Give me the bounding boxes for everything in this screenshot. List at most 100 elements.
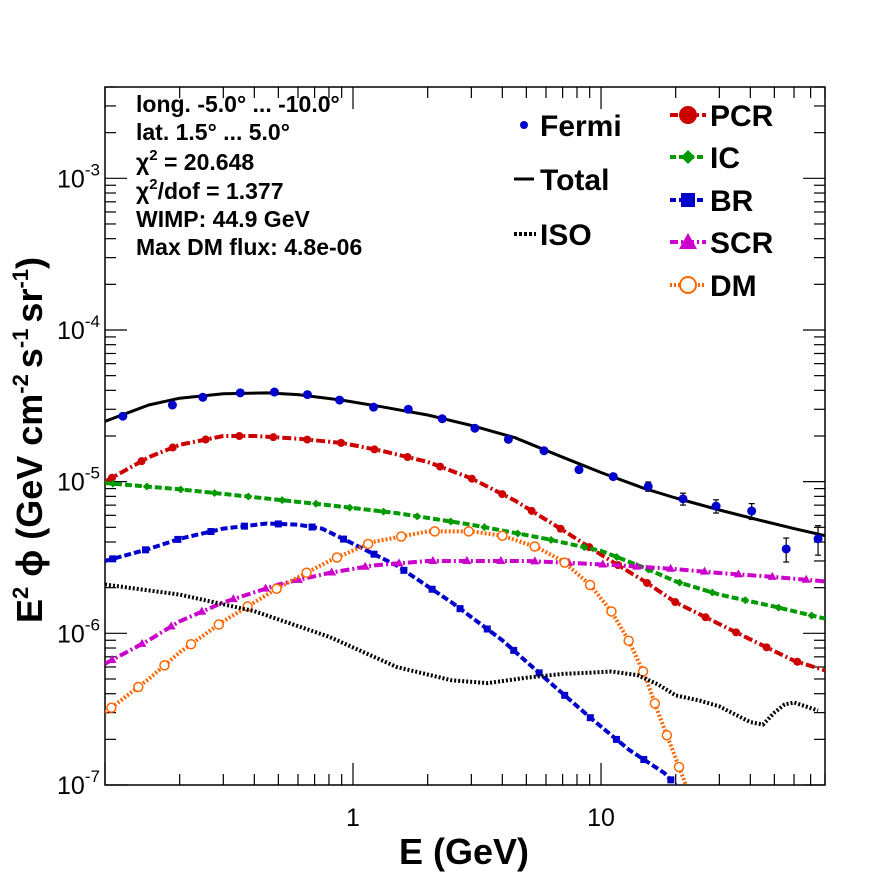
marker-br (400, 566, 408, 574)
marker-br (308, 523, 316, 531)
marker-scr (666, 563, 676, 572)
info-longitude: long. -5.0° ... -10.0° (136, 91, 340, 117)
marker-pcr (168, 443, 177, 452)
info-wimp-mass: WIMP: 44.9 GeV (136, 206, 310, 232)
x-tick-label: 10 (587, 804, 615, 832)
marker-scr (197, 606, 207, 615)
marker-br (174, 535, 182, 543)
marker-scr (801, 574, 811, 583)
marker-ic (612, 552, 621, 561)
legend-fermi-marker (520, 121, 528, 129)
marker-ic (774, 603, 783, 612)
fermi-point (437, 414, 447, 424)
fermi-point (302, 390, 312, 400)
marker-ic (413, 512, 422, 521)
marker-pcr (201, 435, 210, 444)
legend-total-label: Total (540, 164, 609, 197)
marker-dm (463, 526, 474, 537)
legend-fermi-label: Fermi (540, 110, 622, 143)
y-tick-label: 10-4 (57, 312, 100, 345)
legend-ic-label: IC (710, 142, 740, 175)
fermi-point (781, 544, 791, 554)
marker-pcr (107, 473, 116, 482)
fermi-data-points (118, 387, 823, 563)
fermi-point (269, 387, 279, 397)
marker-pcr (527, 506, 536, 515)
marker-scr (462, 555, 472, 564)
fermi-point (503, 434, 513, 444)
legend-scr-marker (679, 233, 697, 249)
marker-br (340, 535, 348, 543)
marker-dm (185, 638, 197, 650)
marker-ic (278, 496, 287, 505)
fermi-point (574, 465, 584, 475)
plot-frame (104, 86, 826, 786)
fermi-point (747, 506, 757, 516)
marker-br (456, 605, 464, 613)
marker-pcr (436, 462, 445, 471)
fermi-point (167, 400, 177, 410)
marker-br (109, 555, 117, 563)
marker-scr (327, 567, 337, 576)
marker-pcr (701, 613, 710, 622)
marker-dm (271, 583, 282, 594)
marker-br (370, 550, 378, 558)
legend-dm-label: DM (710, 270, 757, 303)
marker-dm (301, 567, 312, 579)
marker-pcr (762, 643, 771, 652)
series-layer (105, 391, 825, 785)
legend-dm-marker (679, 276, 697, 294)
marker-dm (429, 526, 440, 537)
legend-br-marker (681, 193, 695, 207)
marker-scr (632, 561, 642, 570)
fermi-point (235, 388, 245, 398)
marker-pcr (403, 453, 412, 462)
marker-dm (331, 552, 343, 563)
marker-ic (741, 596, 750, 605)
marker-br (535, 669, 543, 677)
marker-dm (606, 606, 617, 617)
marker-pcr (467, 474, 476, 483)
legend-iso-label: ISO (540, 219, 592, 252)
marker-dm (106, 702, 117, 714)
fermi-point (335, 395, 345, 405)
minor-ticks (105, 86, 826, 785)
marker-scr (261, 583, 271, 592)
marker-ic (446, 517, 455, 526)
marker-ic (210, 489, 219, 498)
marker-ic (379, 507, 388, 516)
marker-dm (213, 619, 225, 630)
marker-pcr (643, 578, 652, 587)
marker-br (141, 546, 149, 554)
marker-dm (133, 681, 144, 693)
marker-br (612, 735, 620, 743)
fermi-point (711, 501, 721, 511)
marker-pcr (732, 628, 741, 637)
legend-right: PCR IC BR SCR DM (670, 100, 774, 303)
marker-ic (345, 503, 354, 512)
series-line-ic (105, 481, 825, 621)
marker-pcr (303, 435, 312, 444)
marker-ic (142, 482, 151, 491)
tick-labels: 1 10 10-7 10-6 10-5 10-4 10-3 (57, 160, 615, 832)
marker-dm (395, 531, 407, 542)
fermi-point (369, 402, 379, 412)
major-ticks (104, 87, 825, 786)
fermi-point (539, 446, 549, 456)
info-chi2: χ2 = 20.648 (136, 147, 254, 175)
marker-ic (807, 611, 816, 620)
marker-br (428, 585, 436, 593)
marker-ic (675, 578, 684, 587)
marker-dm (649, 698, 661, 709)
marker-dm (584, 579, 596, 591)
y-tick-label: 10-6 (57, 615, 100, 648)
fermi-point (678, 494, 688, 504)
marker-dm (159, 660, 170, 671)
marker-scr (228, 594, 238, 603)
marker-ic (176, 485, 185, 494)
marker-br (561, 691, 569, 699)
marker-dm (623, 635, 634, 646)
fermi-point (118, 411, 128, 421)
marker-scr (394, 558, 404, 567)
